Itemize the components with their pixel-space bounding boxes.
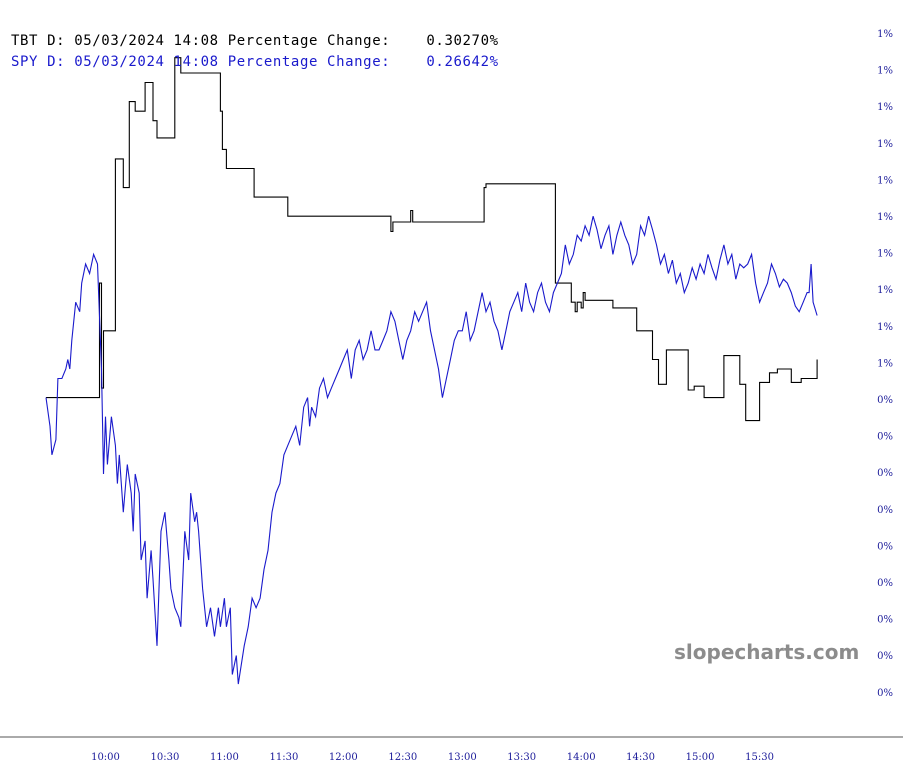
legend-tbt-label: Percentage Change: [227,33,391,49]
y-tick-label: 1% [877,285,893,296]
y-tick-label: 0% [877,688,893,699]
legend-spy-symbol: SPY [11,54,39,70]
legend-spy-value: 0.26642% [426,54,499,70]
y-tick-label: 0% [877,615,893,626]
x-tick-label: 12:00 [329,752,358,763]
y-tick-label: 1% [877,29,893,40]
series-line-tbt [46,57,818,422]
legend-tbt-period: D: [47,33,66,49]
x-tick-label: 10:00 [91,752,120,763]
y-tick-label: 1% [877,139,893,150]
legend-spy-time: 14:08 [173,54,219,70]
x-tick-label: 13:00 [448,752,477,763]
y-tick-label: 0% [877,468,893,479]
y-tick-label: 1% [877,66,893,77]
legend-tbt-date: 05/03/2024 [74,33,165,49]
legend-tbt-symbol: TBT [11,33,39,49]
legend-spy-date: 05/03/2024 [74,54,165,70]
legend-spy: SPY D: 05/03/2024 14:08 Percentage Chang… [11,54,499,70]
y-tick-label: 0% [877,541,893,552]
x-tick-label: 13:30 [507,752,536,763]
series-layer [45,57,818,685]
legend-spy-label: Percentage Change: [227,54,391,70]
y-tick-label: 1% [877,175,893,186]
legend-tbt: TBT D: 05/03/2024 14:08 Percentage Chang… [11,33,499,49]
y-tick-label: 1% [877,358,893,369]
y-tick-label: 0% [877,505,893,516]
watermark: slopecharts.com [674,640,860,664]
y-tick-label: 0% [877,651,893,662]
x-tick-label: 14:00 [567,752,596,763]
legend-tbt-time: 14:08 [173,33,219,49]
y-tick-label: 1% [877,102,893,113]
y-tick-label: 1% [877,212,893,223]
x-axis: 10:00 10:30 11:00 11:30 12:00 12:30 13:00 13:30… [91,752,774,763]
x-tick-label: 15:30 [745,752,774,763]
x-tick-label: 11:30 [269,752,298,763]
y-tick-label: 0% [877,578,893,589]
x-tick-label: 14:30 [626,752,655,763]
y-axis: 1% 1% 1% 1% 1% 1% 1% 1% 1% 1% 0% 0% 0% 0% 0% 0% 0% 0% 0% [877,29,893,699]
x-tick-label: 12:30 [388,752,417,763]
y-tick-label: 0% [877,432,893,443]
series-line-spy [45,216,818,685]
legend-spy-period: D: [47,54,66,70]
x-tick-label: 15:00 [686,752,715,763]
x-tick-label: 10:30 [150,752,179,763]
y-tick-label: 1% [877,322,893,333]
x-tick-label: 11:00 [210,752,239,763]
y-tick-label: 0% [877,395,893,406]
y-tick-label: 1% [877,249,893,260]
legend-tbt-value: 0.30270% [426,33,499,49]
